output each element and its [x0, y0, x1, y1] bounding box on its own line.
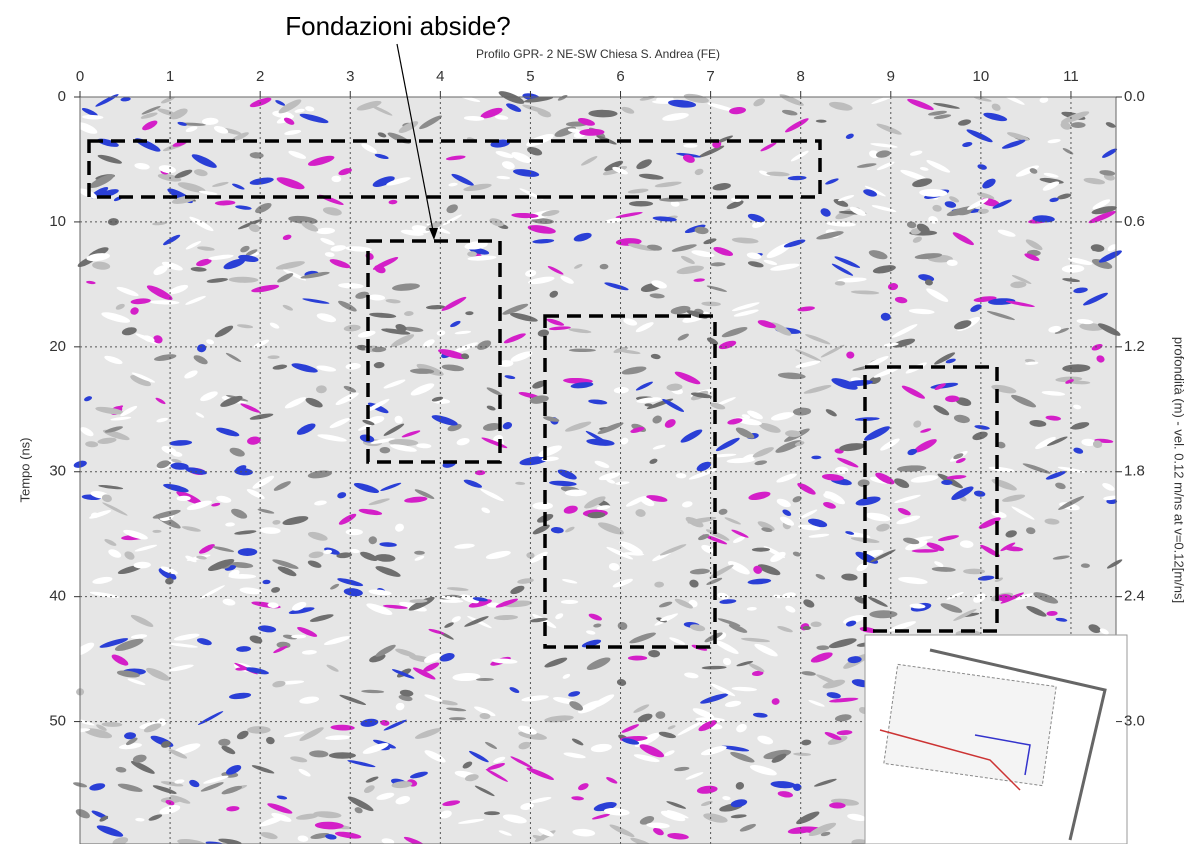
figure: Fondazioni abside? Profilo GPR- 2 NE-SW …: [0, 0, 1194, 844]
x-tick-label: 1: [166, 68, 174, 85]
x-tick-label: 7: [706, 68, 714, 85]
reflection: [467, 251, 477, 257]
reflection: [329, 752, 356, 758]
x-tick-label: 10: [973, 68, 990, 85]
x-tick-label: 11: [1063, 68, 1079, 85]
x-tick-label: 9: [887, 68, 895, 85]
reflection: [835, 281, 845, 286]
y2-axis-label: profondità (m) - vel. 0.12 m/ns at v=0.1…: [1172, 337, 1187, 603]
x-tick-label: 3: [346, 68, 354, 85]
reflection: [291, 635, 306, 639]
y-tick-label: 10: [49, 213, 66, 230]
reflection: [629, 201, 653, 207]
y2-tick-label: 1.8: [1124, 463, 1145, 480]
site-map-inset: [865, 635, 1127, 844]
reflection: [484, 811, 500, 815]
y2-tick-label: 0.0: [1124, 88, 1145, 105]
x-tick-label: 8: [797, 68, 805, 85]
y-tick-label: 40: [49, 588, 66, 605]
reflection: [565, 489, 587, 496]
y-axis-label: Tempo (ns): [17, 437, 32, 502]
reflection: [835, 467, 848, 474]
y-tick-label: 0: [58, 88, 66, 105]
y2-tick-label: 1.2: [1124, 338, 1145, 355]
x-tick-label: 6: [616, 68, 624, 85]
y-tick-label: 50: [49, 713, 66, 730]
reflection: [628, 656, 647, 661]
y2-tick-label: 3.0: [1124, 713, 1145, 730]
chart-title: Profilo GPR- 2 NE-SW Chiesa S. Andrea (F…: [476, 47, 720, 61]
annotation: Fondazioni abside?: [285, 11, 511, 41]
y-tick-label: 30: [49, 463, 66, 480]
y-tick-label: 20: [49, 338, 66, 355]
x-tick-label: 2: [256, 68, 264, 85]
x-tick-label: 0: [76, 68, 84, 85]
x-tick-label: 4: [436, 68, 444, 85]
y2-tick-label: 2.4: [1124, 588, 1145, 605]
y2-tick-label: 0.6: [1124, 213, 1145, 230]
x-tick-label: 5: [526, 68, 534, 85]
reflection: [811, 622, 822, 628]
